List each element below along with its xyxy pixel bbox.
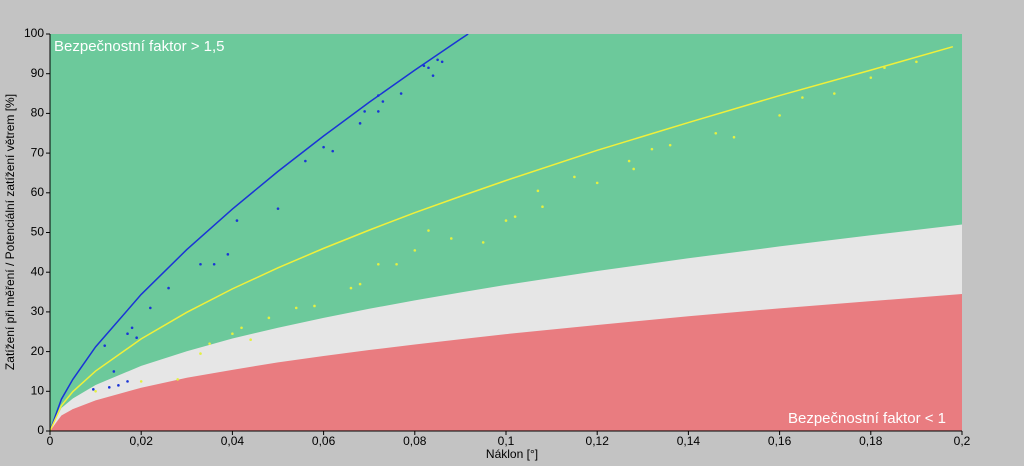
point (235, 219, 239, 222)
point (92, 388, 95, 391)
x-tick-label: 0 (47, 434, 54, 448)
point (249, 338, 252, 341)
y-tick-label: 50 (31, 225, 45, 239)
point (513, 215, 517, 218)
point (427, 229, 430, 232)
x-tick-label: 0,18 (859, 434, 883, 448)
point (732, 135, 736, 139)
point (135, 336, 138, 340)
point (595, 181, 599, 185)
area (50, 294, 962, 431)
x-tick-label: 0,1 (498, 434, 515, 448)
point (208, 342, 211, 345)
point (714, 131, 718, 135)
point (331, 149, 335, 153)
point (778, 114, 781, 117)
point (573, 175, 576, 179)
point (117, 384, 120, 387)
point (395, 262, 398, 266)
point (541, 205, 544, 208)
x-axis-label: Náklon [°] (486, 447, 538, 461)
point (126, 380, 129, 383)
annotation: Bezpečnostní faktor < 1 (788, 410, 946, 427)
y-tick-label: 80 (31, 106, 45, 120)
point (322, 145, 325, 149)
point (422, 64, 426, 68)
y-axis-label: Zatížení při měření / Potenciální zatíže… (3, 94, 17, 370)
point (112, 370, 116, 373)
point (650, 147, 654, 151)
point (126, 332, 129, 336)
point (668, 143, 672, 147)
y-tick-label: 70 (31, 145, 45, 159)
point (869, 76, 873, 79)
point (358, 122, 362, 125)
point (130, 326, 134, 330)
point (915, 60, 918, 64)
point (536, 189, 540, 193)
y-tick-label: 0 (37, 423, 44, 437)
point (199, 262, 202, 266)
annotation: Bezpečnostní faktor > 1,5 (54, 38, 225, 55)
point (436, 58, 439, 62)
point (349, 286, 353, 290)
point (801, 96, 804, 99)
point (833, 92, 836, 95)
point (431, 74, 435, 77)
point (504, 219, 508, 222)
point (381, 100, 385, 103)
point (449, 237, 453, 240)
y-tick-label: 60 (31, 185, 45, 199)
x-tick-label: 0,06 (312, 434, 336, 448)
plot-layer (50, 34, 962, 431)
y-tick-label: 30 (31, 304, 45, 318)
y-tick-label: 10 (31, 383, 45, 397)
point (627, 159, 631, 163)
line (50, 34, 469, 431)
point (212, 262, 216, 266)
point (94, 390, 97, 393)
point (358, 282, 362, 286)
point (377, 262, 380, 266)
point (294, 306, 298, 310)
point (267, 316, 271, 320)
point (103, 344, 107, 347)
point (313, 304, 316, 308)
point (481, 241, 485, 244)
point (399, 92, 403, 95)
point (240, 326, 243, 330)
x-tick-label: 0,04 (221, 434, 245, 448)
y-tick-label: 20 (31, 344, 45, 358)
x-tick-label: 0,02 (130, 434, 154, 448)
y-tick-label: 90 (31, 66, 45, 80)
line (50, 45, 954, 431)
point (176, 378, 179, 381)
point (139, 380, 143, 383)
point (304, 159, 307, 163)
point (199, 352, 202, 355)
x-tick-label: 0,08 (403, 434, 427, 448)
point (226, 253, 230, 256)
point (427, 66, 430, 70)
x-tick-label: 0,16 (768, 434, 792, 448)
point (149, 306, 152, 310)
point (377, 110, 380, 113)
point (231, 332, 234, 336)
point (107, 386, 111, 389)
x-tick-label: 0,12 (586, 434, 610, 448)
point (377, 94, 380, 97)
point (632, 167, 635, 171)
point (276, 207, 280, 210)
point (167, 286, 170, 290)
x-tick-label: 0,14 (677, 434, 701, 448)
point (363, 110, 366, 113)
x-tick-label: 0,2 (954, 434, 971, 448)
point (413, 249, 417, 252)
y-tick-label: 40 (31, 264, 45, 278)
point (440, 60, 444, 64)
y-tick-label: 100 (24, 26, 44, 40)
point (883, 66, 886, 70)
